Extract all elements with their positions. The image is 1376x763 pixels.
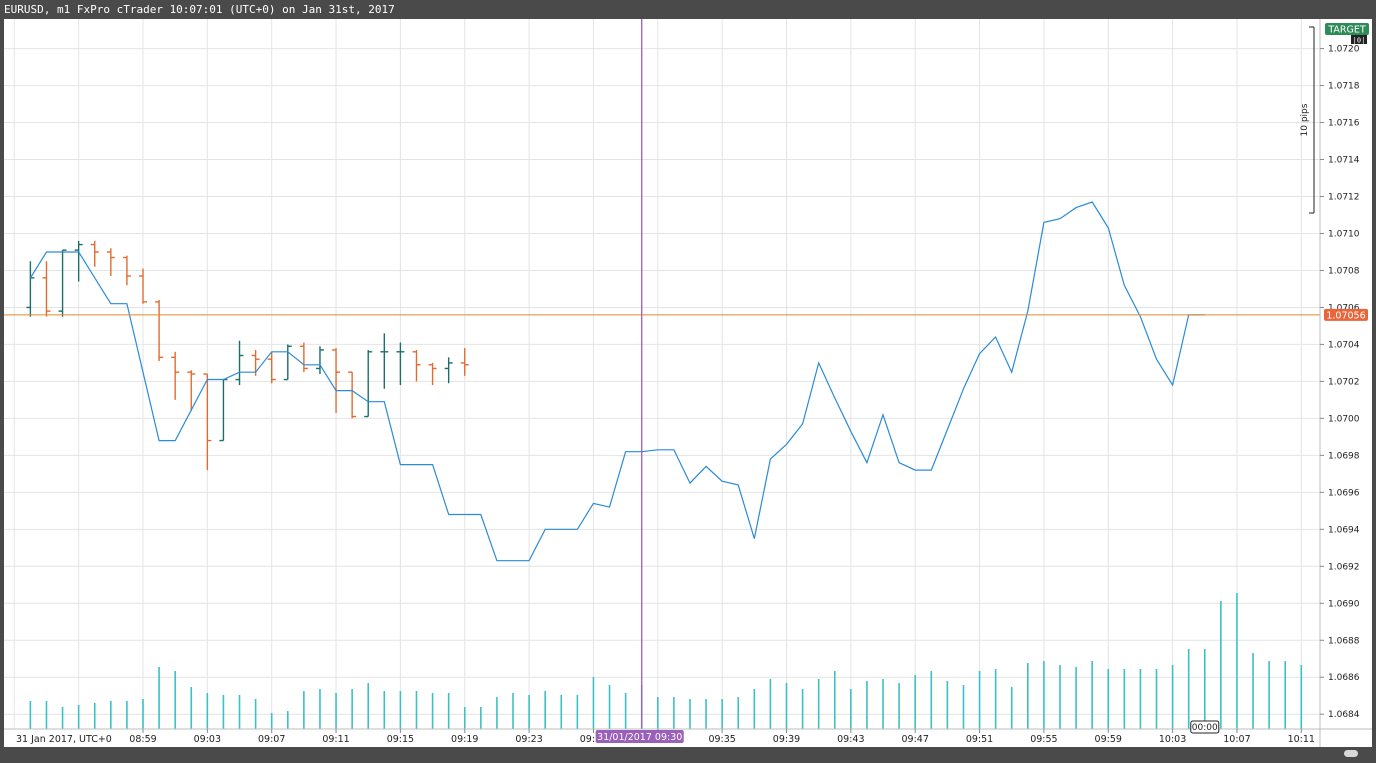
y-tick-label: 1.0716 (1328, 119, 1360, 129)
crosshair-time-label: 31/01/2017 09:30 (597, 732, 682, 743)
grid (4, 19, 1320, 729)
pips-ruler: 10 pips (1300, 26, 1315, 214)
pips-label: 10 pips (1300, 103, 1310, 136)
x-tick-label: 09:39 (773, 734, 800, 745)
target-label: TARGET (1327, 25, 1366, 36)
current-price-badge: 1.07056 (1324, 308, 1368, 321)
x-tick-label: 10:07 (1223, 734, 1250, 745)
x-tick-label: 09:07 (258, 734, 285, 745)
y-tick-label: 1.0686 (1328, 673, 1360, 683)
target-sub-label: |0| (1353, 37, 1366, 45)
horizontal-scrollbar[interactable] (1344, 750, 1358, 757)
y-tick-label: 1.0694 (1328, 525, 1360, 535)
x-tick-label: 09:43 (837, 734, 864, 745)
y-tick-label: 1.0700 (1328, 414, 1360, 424)
volume-bars (29, 593, 1303, 729)
y-tick-label: 1.0710 (1328, 229, 1360, 239)
x-tick-label: 09:11 (322, 734, 349, 745)
countdown-badge: 00:00 (1190, 720, 1220, 734)
y-tick-label: 1.0688 (1328, 636, 1360, 646)
x-tick-label: 09:47 (902, 734, 929, 745)
price-chart[interactable]: 1.0684 1.0686 1.0688 1.0690 1.0692 1.0694 1.06… (4, 19, 1372, 747)
y-tick-label: 1.0718 (1328, 82, 1360, 92)
x-tick-label: 10:11 (1288, 734, 1315, 745)
y-tick-label: 1.0704 (1328, 340, 1360, 350)
crosshair-time-badge: 31/01/2017 09:30 (595, 730, 684, 743)
current-price-label: 1.07056 (1326, 310, 1365, 321)
y-tick-label: 1.0714 (1328, 156, 1360, 166)
x-tick-label: 09:35 (708, 734, 735, 745)
x-tick-label: 09:15 (387, 734, 414, 745)
x-tick-label: 09:59 (1095, 734, 1122, 745)
countdown-label: 00:00 (1192, 723, 1218, 733)
y-tick-label: 1.0720 (1328, 45, 1360, 55)
y-tick-label: 1.0708 (1328, 266, 1360, 276)
plot-area[interactable]: 1.0684 1.0686 1.0688 1.0690 1.0692 1.0694 1.06… (4, 19, 1372, 747)
chart-title: EURUSD, m1 FxPro cTrader 10:07:01 (UTC+0… (4, 3, 395, 16)
x-tick-label: 09:51 (966, 734, 993, 745)
y-tick-label: 1.0692 (1328, 562, 1360, 572)
target-badge[interactable]: TARGET |0| (1325, 23, 1369, 45)
x-tick-label: 09:55 (1030, 734, 1057, 745)
x-tick-label: 09:19 (451, 734, 478, 745)
x-tick-label: 08:59 (129, 734, 156, 745)
x-tick-label: 09:27 (580, 734, 607, 745)
x-tick-label: 09:03 (194, 734, 221, 745)
x-tick-label: 10:03 (1159, 734, 1186, 745)
y-tick-label: 1.0712 (1328, 193, 1360, 203)
y-tick-label: 1.0690 (1328, 599, 1360, 609)
price-axis[interactable]: 1.0684 1.0686 1.0688 1.0690 1.0692 1.0694 1.06… (1319, 19, 1360, 747)
x-start-label: 31 Jan 2017, UTC+0 (16, 734, 112, 745)
y-tick-label: 1.0684 (1328, 710, 1360, 720)
x-tick-label: 09:23 (515, 734, 542, 745)
y-tick-label: 1.0696 (1328, 488, 1360, 498)
ohlc-bars (26, 240, 469, 471)
price-line (29, 201, 1205, 562)
time-axis[interactable]: 31 Jan 2017, UTC+0 08:59 09:03 09:07 09:11 0… (4, 728, 1372, 745)
y-tick-label: 1.0702 (1328, 377, 1360, 387)
y-tick-label: 1.0706 (1328, 303, 1360, 313)
y-tick-label: 1.0698 (1328, 451, 1360, 461)
